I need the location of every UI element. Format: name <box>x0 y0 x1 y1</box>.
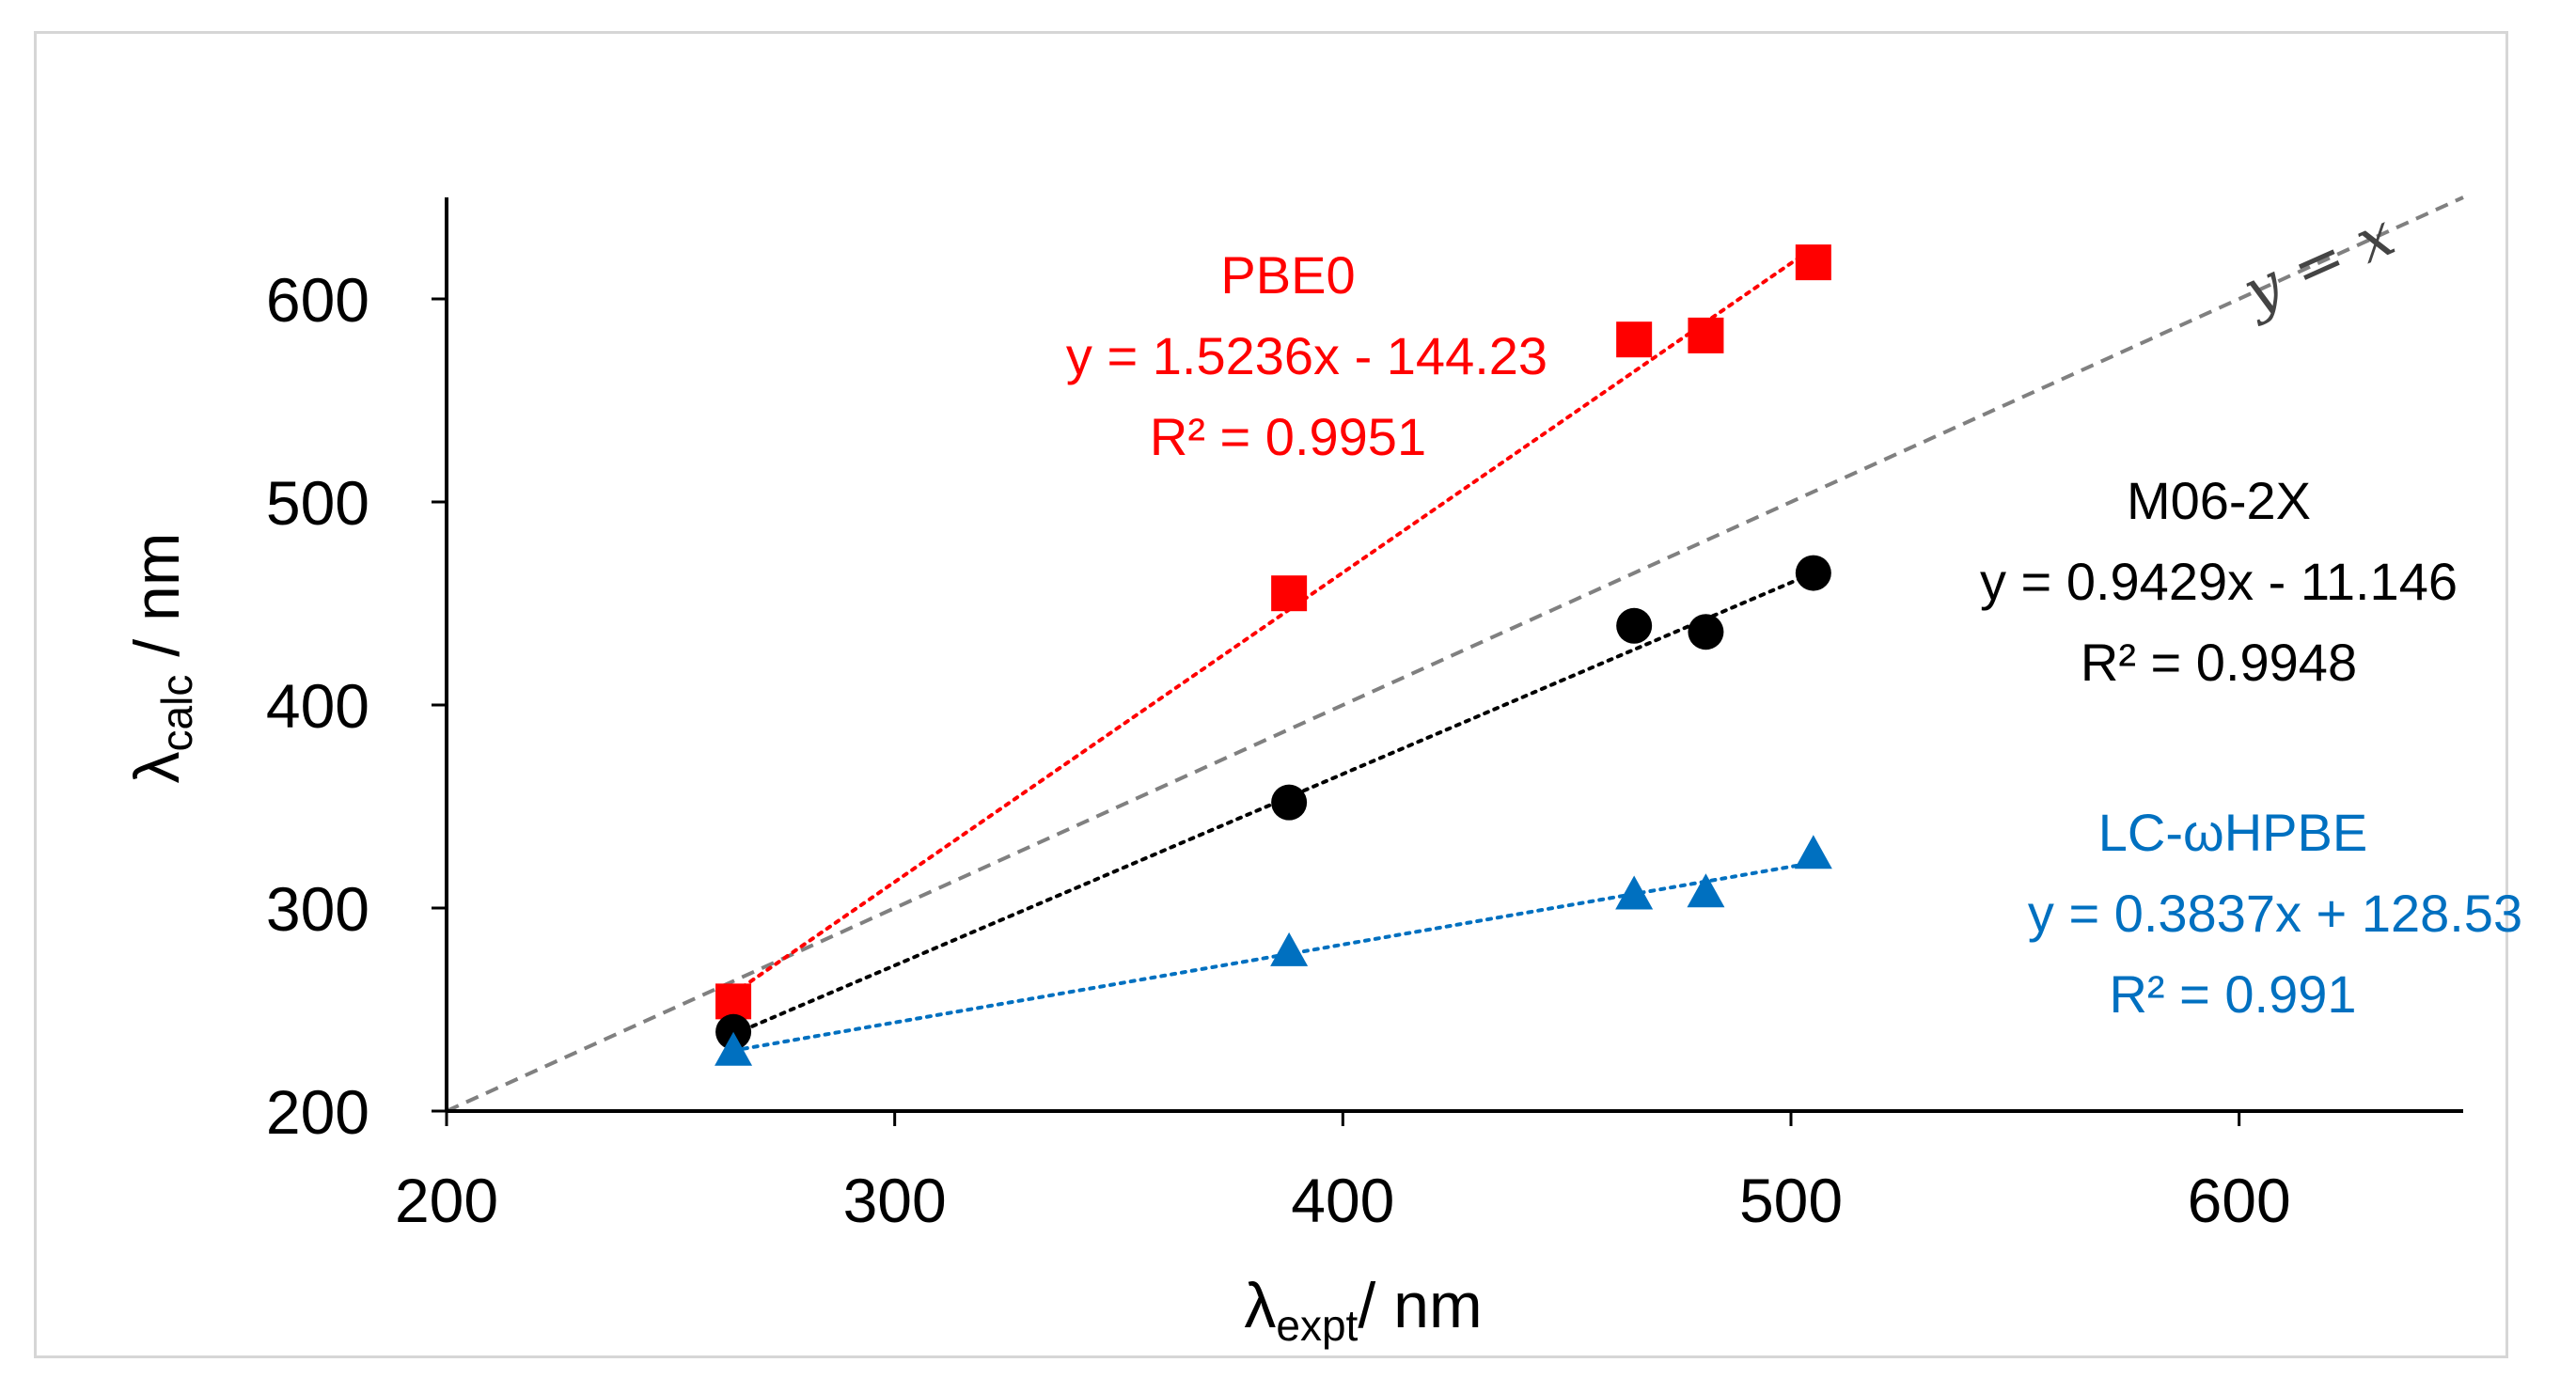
m062x-name: M06-2X <box>2127 471 2311 530</box>
data-markers <box>715 244 1832 1066</box>
x-tick-label-500: 500 <box>1739 1166 1843 1235</box>
series-0-point-0 <box>715 983 752 1020</box>
x-tick-label-300: 300 <box>843 1166 947 1235</box>
series-0-point-2 <box>1616 321 1653 358</box>
x-tick-label-400: 400 <box>1291 1166 1394 1235</box>
series-1-point-1 <box>1271 784 1308 821</box>
x-axis-title-rest: / nm <box>1358 1270 1482 1341</box>
y-tick-label-300: 300 <box>266 874 369 944</box>
series-2-point-3 <box>1687 873 1725 908</box>
y-tick-label-400: 400 <box>266 671 369 741</box>
x-axis-title: λexpt/ nm <box>1244 1270 1482 1350</box>
y-axis-title: λcalc / nm <box>121 533 201 784</box>
y-axis-title-rest: / nm <box>121 533 193 675</box>
series-2-point-0 <box>715 1031 753 1066</box>
reference-layer <box>446 196 2464 1113</box>
fit-line-2 <box>731 860 1815 1053</box>
x-axis-title-sub: expt <box>1276 1301 1358 1350</box>
fit-line-1 <box>731 571 1815 1037</box>
lcwhpbe-equation: y = 0.3837x + 128.53 <box>2028 884 2522 943</box>
y-axis-title-main: λ <box>121 751 193 783</box>
lcwhpbe-name: LC-ωHPBE <box>2098 803 2367 862</box>
y-axis-title-sub: calc <box>152 675 201 752</box>
pbe0-r2: R² = 0.9951 <box>1150 407 1426 466</box>
m062x-annotation: M06-2X y = 0.9429x - 11.146 R² = 0.9948 <box>1980 471 2458 692</box>
series-0-point-3 <box>1688 317 1724 353</box>
axes <box>432 197 2463 1126</box>
y-tick-label-500: 500 <box>266 468 369 538</box>
fit-line-0 <box>731 245 1815 995</box>
series-2-point-4 <box>1794 835 1832 869</box>
m062x-equation: y = 0.9429x - 11.146 <box>1980 552 2458 611</box>
x-axis-title-main: λ <box>1244 1270 1276 1341</box>
series-2-point-2 <box>1615 875 1654 910</box>
m062x-r2: R² = 0.9948 <box>2081 633 2357 692</box>
pbe0-equation: y = 1.5236x - 144.23 <box>1066 326 1547 385</box>
tick-labels: 200 300 400 500 600 200 300 400 500 600 <box>266 265 2291 1235</box>
y-tick-label-600: 600 <box>266 265 369 335</box>
pbe0-annotation: PBE0 y = 1.5236x - 144.23 R² = 0.9951 <box>1066 245 1547 466</box>
x-tick-label-600: 600 <box>2188 1166 2291 1235</box>
series-2-point-1 <box>1270 932 1309 966</box>
reference-line-y-equals-x <box>446 196 2464 1113</box>
reference-line-label: y = x <box>2231 200 2405 329</box>
series-1-point-3 <box>1688 614 1724 650</box>
x-tick-label-200: 200 <box>395 1166 498 1235</box>
series-1-point-2 <box>1616 607 1653 644</box>
lcwhpbe-r2: R² = 0.991 <box>2109 964 2356 1024</box>
lcwhpbe-annotation: LC-ωHPBE y = 0.3837x + 128.53 R² = 0.991 <box>2028 803 2522 1024</box>
y-tick-label-200: 200 <box>266 1077 369 1147</box>
series-0-point-4 <box>1795 244 1831 281</box>
pbe0-name: PBE0 <box>1220 245 1355 305</box>
series-0-point-1 <box>1271 575 1308 612</box>
series-1-point-4 <box>1795 555 1831 591</box>
